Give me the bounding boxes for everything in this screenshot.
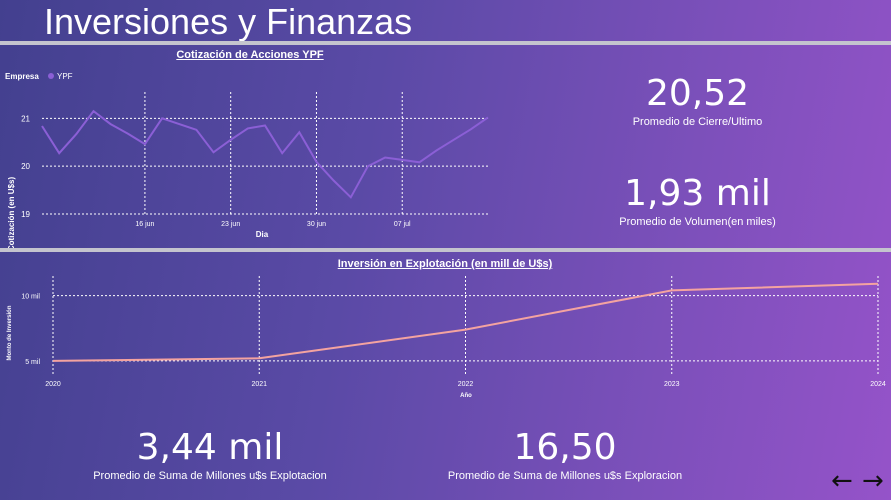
stock-chart-title: Cotización de Acciones YPF (176, 49, 324, 61)
invest-y-tick-label: 5 mil (25, 359, 40, 366)
invest-chart[interactable]: 5 mil 10 mil 2020 2021 2022 2023 2024 Monto d… (0, 272, 891, 402)
stock-legend-series: YPF (57, 72, 73, 81)
invest-y-axis-label: Monto de Inversión (7, 305, 13, 360)
stock-chart[interactable]: Empresa YPF 19 20 21 16 jun 23 jun 30 jun 07 … (0, 64, 500, 264)
middle-divider (0, 248, 891, 252)
stock-y-tick-label: 20 (21, 162, 30, 171)
kpi-explotacion-value: 3,44 mil (136, 427, 284, 468)
kpi-explotacion-label: Promedio de Suma de Millones u$s Explota… (93, 470, 327, 482)
nav-back-arrow-icon[interactable]: ← (831, 466, 853, 496)
invest-x-tick-label: 2022 (458, 381, 474, 388)
invest-chart-title: Inversión en Explotación (en mill de U$s… (337, 258, 553, 270)
kpi-cierre-value: 20,52 (645, 73, 750, 114)
invest-x-tick-label: 2021 (251, 381, 267, 388)
nav-forward-arrow-icon[interactable]: → (862, 466, 884, 496)
stock-y-tick-label: 21 (21, 114, 30, 123)
stock-x-axis-label: Dia (256, 230, 269, 239)
page-title: Inversiones y Finanzas (44, 1, 413, 42)
invest-y-tick-label: 10 mil (21, 294, 40, 301)
stock-y-tick-label: 19 (21, 210, 30, 219)
kpi-volumen-label: Promedio de Volumen(en miles) (619, 216, 776, 228)
kpi-cierre: 20,52 Promedio de Cierre/Ultimo (590, 73, 805, 129)
stock-legend-marker (48, 73, 54, 79)
stock-series-line (41, 109, 489, 199)
invest-x-axis-label: Año (460, 393, 472, 399)
stock-legend-title: Empresa (5, 72, 39, 81)
kpi-exploracion-label: Promedio de Suma de Millones u$s Explora… (447, 470, 683, 482)
kpi-volumen: 1,93 mil Promedio de Volumen(en miles) (580, 173, 815, 229)
kpi-volumen-value: 1,93 mil (624, 173, 771, 214)
invest-x-tick-label: 2024 (870, 381, 886, 388)
top-divider (0, 41, 891, 45)
stock-y-axis-label: Cotización (en U$s) (7, 177, 16, 252)
stock-x-tick-label: 16 jun (135, 221, 154, 228)
invest-x-tick-label: 2020 (45, 381, 61, 388)
kpi-exploracion: 16,50 Promedio de Suma de Millones u$s E… (425, 427, 705, 483)
kpi-exploracion-value: 16,50 (513, 427, 617, 468)
invest-series-line (52, 282, 879, 362)
kpi-explotacion: 3,44 mil Promedio de Suma de Millones u$… (70, 427, 350, 483)
stock-x-tick-label: 23 jun (221, 221, 240, 228)
kpi-cierre-label: Promedio de Cierre/Ultimo (632, 116, 763, 128)
stock-x-tick-label: 30 jun (307, 221, 326, 228)
invest-x-tick-label: 2023 (664, 381, 680, 388)
stock-x-tick-label: 07 jul (394, 221, 411, 228)
